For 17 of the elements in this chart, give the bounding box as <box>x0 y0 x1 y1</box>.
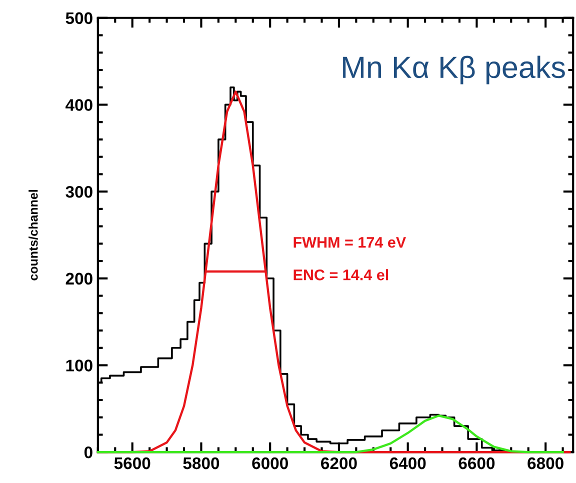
x-tick-label: 5600 <box>114 457 150 470</box>
y-axis-title: counts/channel <box>28 190 38 280</box>
y-tick-label: 200 <box>66 272 92 285</box>
x-tick-label: 5800 <box>183 457 220 470</box>
x-tick-label: 6200 <box>321 457 357 470</box>
annotation: FWHM = 174 eV <box>294 237 406 248</box>
y-tick-label: 400 <box>66 99 92 111</box>
y-tick-label: 0 <box>84 446 92 458</box>
y-tick-label: 500 <box>66 12 92 24</box>
y-tick-label: 100 <box>66 360 92 372</box>
text: Mn Kα Kβ peaks <box>343 56 565 84</box>
y-tick-label: 300 <box>66 186 92 198</box>
x-tick-label: 6800 <box>528 457 564 470</box>
annotation: ENC = 14.4 el <box>294 269 388 280</box>
x-tick-label: 6600 <box>458 457 495 470</box>
x-tick-label: 6400 <box>390 457 426 470</box>
x-tick-label: 6000 <box>252 457 288 470</box>
